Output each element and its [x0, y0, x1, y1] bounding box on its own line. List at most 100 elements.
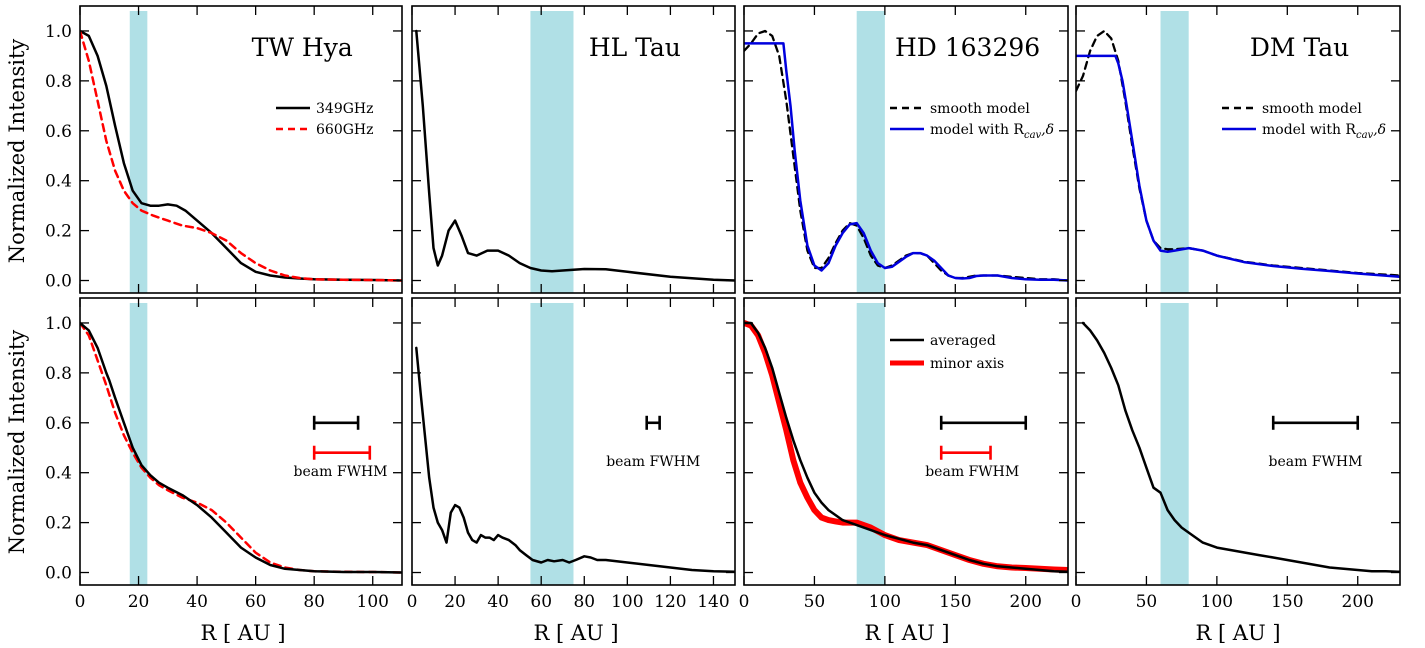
panel-dm-tau-bottom: 0 50 100 150 200 beam FWHM: [1071, 297, 1401, 612]
panel-hd-163296-top: HD 163296 smooth model model with Rcav,δ: [743, 5, 1069, 294]
series-line-2: [744, 42, 1068, 282]
panel-title: HD 163296: [895, 33, 1040, 62]
x-tick-label: 200: [1342, 592, 1374, 612]
y-tick-label: 0.6: [45, 122, 72, 142]
series-line-1: [1081, 321, 1400, 574]
plot-area: [744, 29, 1068, 282]
x-tick-label: 100: [1201, 592, 1233, 612]
panels: 0.0 0.2 0.4 0.6 0.8 1.0 TW Hya 349GHz 660GHz HL T…: [45, 5, 1401, 612]
y-axis-label-top: Normalized Intensity: [5, 39, 29, 264]
x-tick-label: 50: [804, 592, 826, 612]
x-tick-label: 0: [75, 592, 86, 612]
gap-band: [129, 10, 148, 294]
series-line-1: [744, 320, 1068, 573]
x-tick-label: 20: [444, 592, 466, 612]
legend-subscript: cav: [1356, 130, 1374, 141]
x-tick-label: 20: [128, 592, 150, 612]
y-tick-label: 0.6: [45, 414, 72, 434]
gap-band: [530, 302, 574, 585]
panel-hl-tau-bottom: 0 20 40 60 80 100 120 140 beam FWHM: [407, 297, 736, 612]
legend-label: smooth model: [1262, 101, 1362, 117]
plot-area: [744, 320, 1068, 574]
gap-band: [856, 10, 885, 294]
panel-tw-hya-top: 0.0 0.2 0.4 0.6 0.8 1.0 TW Hya 349GHz 660GHz: [45, 5, 403, 294]
panel-title: HL Tau: [589, 33, 681, 62]
plot-area: [80, 29, 402, 282]
series-line-2: [80, 29, 402, 282]
x-tick-label: 100: [611, 592, 643, 612]
plot-area: [80, 321, 402, 574]
gap-band: [1160, 302, 1189, 585]
series-line-2: [1076, 54, 1400, 279]
y-tick-label: 1.0: [45, 314, 72, 334]
series-line-1: [80, 321, 402, 574]
y-tick-label: 0.0: [45, 564, 72, 584]
x-tick-label: 100: [869, 592, 901, 612]
x-tick-label: 60: [245, 592, 267, 612]
plot-area: [415, 346, 735, 574]
plot-area: [1076, 29, 1400, 279]
panel-frame: [1075, 5, 1401, 294]
series-line-1: [1076, 29, 1400, 277]
panel-frame: [743, 5, 1069, 294]
legend-label: 660GHz: [316, 122, 374, 138]
x-tick-label: 100: [357, 592, 389, 612]
legend-subscript: cav: [1024, 130, 1042, 141]
series-line-1: [80, 29, 402, 282]
x-tick-label: 120: [654, 592, 686, 612]
series-line-1: [744, 29, 1068, 282]
x-tick-label: 0: [407, 592, 418, 612]
x-tick-label: 200: [1010, 592, 1042, 612]
beam-label: beam FWHM: [1268, 454, 1362, 470]
y-tick-label: 0.4: [45, 464, 72, 484]
x-tick-label: 150: [939, 592, 971, 612]
gap-band: [856, 302, 885, 585]
beam-label: beam FWHM: [925, 464, 1019, 480]
panel-hd-163296-bottom: 0 50 100 150 200 averaged minor axis beam FWHM: [739, 297, 1069, 612]
gap-band: [129, 302, 148, 585]
gap-band: [1160, 10, 1189, 294]
panel-frame: [79, 297, 403, 586]
y-tick-label: 0.8: [45, 72, 72, 92]
gap-band: [530, 10, 574, 294]
x-axis-label-4: R [ AU ]: [1195, 621, 1280, 645]
x-axis-label-2: R [ AU ]: [533, 621, 618, 645]
x-tick-label: 60: [530, 592, 552, 612]
panel-frame: [743, 297, 1069, 586]
beam-label: beam FWHM: [294, 464, 388, 480]
panel-hl-tau-top: HL Tau: [411, 5, 736, 294]
y-tick-label: 0.2: [45, 514, 72, 534]
y-tick-label: 0.4: [45, 172, 72, 192]
panel-title: DM Tau: [1250, 33, 1349, 62]
plot-area: [1081, 321, 1400, 574]
panel-tw-hya-bottom: 0.0 0.2 0.4 0.6 0.8 1.0 0 20 40 60 80 100 beam FWHM: [45, 297, 403, 612]
x-axis-label-1: R [ AU ]: [200, 621, 285, 645]
x-tick-label: 140: [697, 592, 729, 612]
panel-frame: [411, 297, 736, 586]
y-tick-label: 0.2: [45, 222, 72, 242]
x-axis-label-3: R [ AU ]: [864, 621, 949, 645]
series-line-2: [744, 321, 1068, 574]
x-tick-label: 40: [487, 592, 509, 612]
legend-label: model with Rcav,δ: [1262, 122, 1386, 141]
beam-label: beam FWHM: [606, 454, 700, 470]
y-tick-label: 0.8: [45, 364, 72, 384]
x-tick-label: 0: [1071, 592, 1082, 612]
panel-frame: [1075, 297, 1401, 586]
series-line-1: [415, 29, 735, 282]
legend-suffix: ,δ: [1373, 122, 1386, 138]
x-tick-label: 80: [303, 592, 325, 612]
series-line-2: [80, 321, 402, 574]
x-tick-label: 40: [186, 592, 208, 612]
y-tick-label: 1.0: [45, 22, 72, 42]
legend-label: 349GHz: [316, 101, 374, 117]
legend-label: minor axis: [930, 356, 1004, 372]
plot-area: [415, 29, 735, 282]
panel-dm-tau-top: DM Tau smooth model model with Rcav,δ: [1075, 5, 1401, 294]
panel-frame: [411, 5, 736, 294]
x-tick-label: 80: [573, 592, 595, 612]
x-tick-label: 0: [739, 592, 750, 612]
legend-label: smooth model: [930, 101, 1030, 117]
x-tick-label: 150: [1271, 592, 1303, 612]
